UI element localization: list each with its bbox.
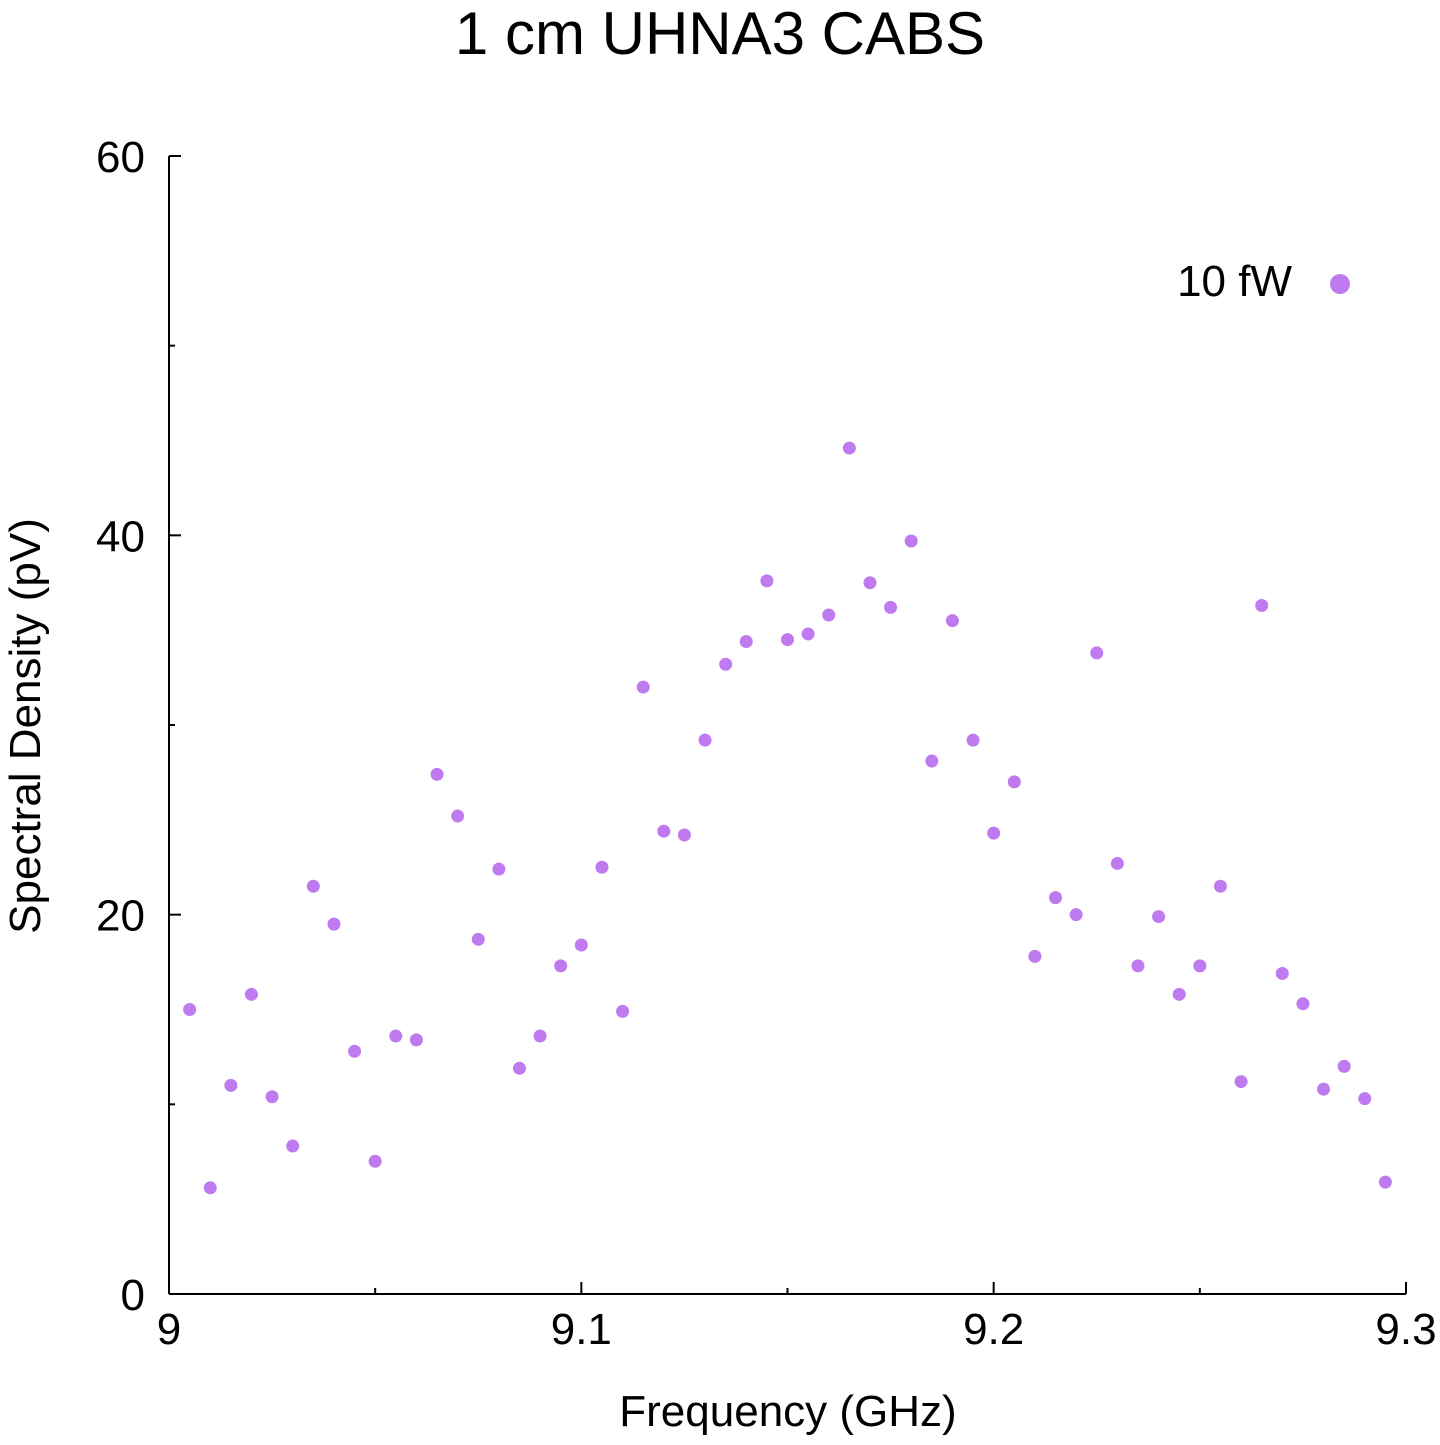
x-tick-label: 9.3 xyxy=(1375,1305,1436,1354)
data-point xyxy=(966,733,980,747)
data-point xyxy=(801,627,815,641)
y-tick-label: 60 xyxy=(96,133,145,182)
data-point xyxy=(677,828,691,842)
data-point xyxy=(1275,966,1289,980)
x-tick-label: 9 xyxy=(157,1305,181,1354)
data-point xyxy=(554,959,568,973)
data-point xyxy=(1069,908,1083,922)
data-point xyxy=(430,767,444,781)
data-point xyxy=(1358,1092,1372,1106)
data-point xyxy=(348,1044,362,1058)
data-point xyxy=(863,576,877,590)
tick-labels: 9 9.1 9.2 9.3 0 20 40 60 xyxy=(96,133,1437,1354)
data-point xyxy=(1317,1082,1331,1096)
data-point xyxy=(574,938,588,952)
x-tick-label: 9.1 xyxy=(551,1305,612,1354)
data-point xyxy=(739,635,753,649)
tick-marks xyxy=(168,155,1407,1295)
data-point xyxy=(492,862,506,876)
data-point xyxy=(1337,1059,1351,1073)
data-point xyxy=(698,733,712,747)
data-point xyxy=(1213,879,1227,893)
data-point xyxy=(719,657,733,671)
data-point xyxy=(1378,1175,1392,1189)
data-point xyxy=(884,600,898,614)
axes xyxy=(168,156,1406,1295)
data-point xyxy=(1296,997,1310,1011)
data-point xyxy=(636,680,650,694)
data-point xyxy=(512,1061,526,1075)
data-point xyxy=(203,1181,217,1195)
data-point xyxy=(1234,1075,1248,1089)
data-point xyxy=(987,826,1001,840)
data-point xyxy=(760,574,774,588)
data-point xyxy=(1255,599,1269,613)
data-point xyxy=(306,879,320,893)
data-point xyxy=(224,1078,238,1092)
data-point xyxy=(822,608,836,622)
data-point xyxy=(945,614,959,628)
data-point xyxy=(451,809,465,823)
data-point xyxy=(1131,959,1145,973)
y-tick-label: 0 xyxy=(121,1271,145,1320)
data-point xyxy=(533,1029,547,1043)
data-point xyxy=(409,1033,423,1047)
legend-marker xyxy=(1330,274,1350,294)
data-point xyxy=(368,1154,382,1168)
data-point xyxy=(781,633,794,647)
data-point xyxy=(327,917,341,931)
chart-title: 1 cm UHNA3 CABS xyxy=(455,0,985,67)
y-tick-label: 40 xyxy=(96,512,145,561)
data-point xyxy=(657,824,671,838)
data-point xyxy=(389,1029,403,1043)
data-point xyxy=(1172,987,1186,1001)
data-point xyxy=(595,860,609,874)
data-point xyxy=(842,441,856,455)
y-tick-label: 20 xyxy=(96,892,145,941)
data-point xyxy=(904,534,918,548)
data-point xyxy=(286,1139,300,1153)
data-point xyxy=(471,932,485,946)
x-tick-label: 9.2 xyxy=(963,1305,1024,1354)
data-point xyxy=(265,1090,279,1104)
data-point xyxy=(183,1003,197,1016)
data-point xyxy=(1110,856,1124,870)
legend: 10 fW xyxy=(1177,257,1350,306)
data-point xyxy=(244,987,258,1001)
data-point xyxy=(1193,959,1207,973)
data-point xyxy=(1152,910,1166,924)
data-point xyxy=(1049,891,1063,905)
data-point xyxy=(1090,646,1104,660)
data-point xyxy=(616,1004,630,1018)
y-axis-label: Spectral Density (pV) xyxy=(1,518,50,934)
x-axis-label: Frequency (GHz) xyxy=(619,1387,956,1436)
legend-label: 10 fW xyxy=(1177,257,1292,306)
data-point xyxy=(1028,949,1042,963)
data-point xyxy=(1007,775,1021,789)
data-point xyxy=(925,754,939,768)
data-points xyxy=(183,441,1392,1195)
